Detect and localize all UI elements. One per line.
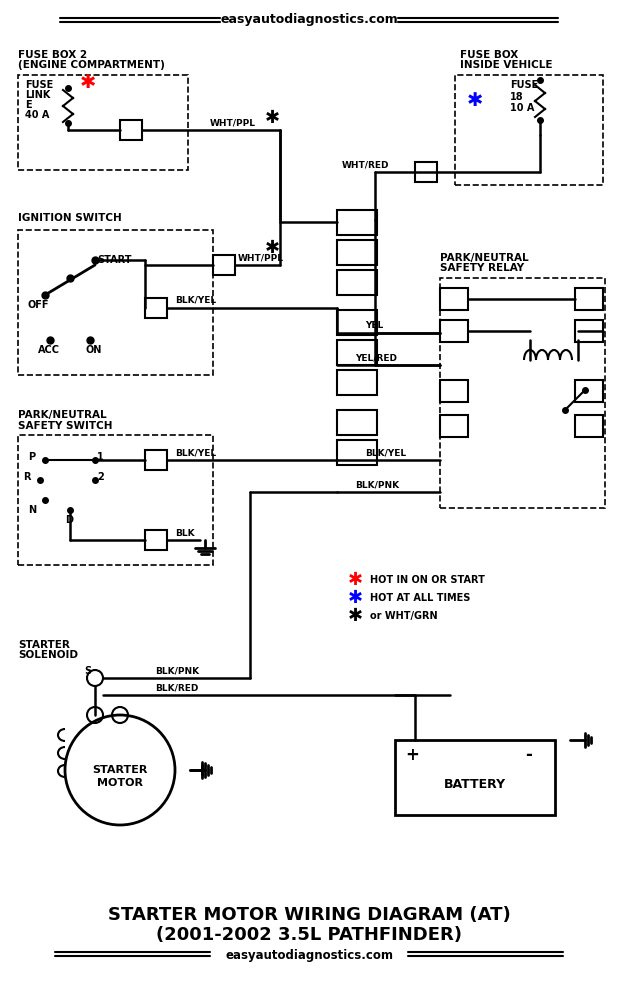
Bar	[145, 450, 167, 470]
Text: MOTOR: MOTOR	[97, 778, 143, 788]
Bar	[337, 410, 377, 435]
Text: YEL: YEL	[365, 322, 383, 330]
Bar	[337, 210, 377, 235]
Bar	[575, 380, 603, 402]
Text: IGNITION SWITCH: IGNITION SWITCH	[18, 213, 122, 223]
Text: or WHT/GRN: or WHT/GRN	[370, 611, 438, 621]
Bar	[337, 440, 377, 465]
Text: HOT IN ON OR START: HOT IN ON OR START	[370, 575, 485, 585]
Bar	[337, 370, 377, 395]
Text: (ENGINE COMPARTMENT): (ENGINE COMPARTMENT)	[18, 60, 165, 70]
Text: SOLENOID: SOLENOID	[18, 650, 78, 660]
Bar	[213, 255, 235, 275]
FancyBboxPatch shape	[18, 75, 188, 170]
Text: R: R	[23, 472, 30, 482]
Text: PARK/NEUTRAL: PARK/NEUTRAL	[440, 253, 528, 263]
Bar	[575, 320, 603, 342]
Bar	[120, 120, 142, 140]
Text: S: S	[85, 666, 91, 676]
Text: FUSE BOX 2: FUSE BOX 2	[18, 50, 87, 60]
Bar	[337, 310, 377, 335]
Text: D: D	[65, 515, 73, 525]
Text: +: +	[405, 746, 419, 764]
Text: E: E	[25, 100, 32, 110]
FancyBboxPatch shape	[440, 278, 605, 508]
Text: WHT/PPL: WHT/PPL	[210, 118, 256, 127]
Text: BLK: BLK	[175, 528, 195, 538]
Text: (2001-2002 3.5L PATHFINDER): (2001-2002 3.5L PATHFINDER)	[156, 926, 462, 944]
Text: FUSE: FUSE	[25, 80, 53, 90]
Text: SAFETY SWITCH: SAFETY SWITCH	[18, 421, 112, 431]
Text: ✱: ✱	[265, 109, 279, 127]
Text: ON: ON	[85, 345, 101, 355]
Bar	[337, 240, 377, 265]
Text: BLK/YEL: BLK/YEL	[175, 448, 216, 458]
Text: 18: 18	[510, 92, 523, 102]
FancyBboxPatch shape	[18, 230, 213, 375]
Text: BLK/PNK: BLK/PNK	[355, 481, 399, 489]
Bar	[337, 340, 377, 365]
Bar	[145, 298, 167, 318]
Text: BLK/RED: BLK/RED	[155, 684, 198, 692]
Bar	[575, 415, 603, 437]
Text: N: N	[28, 505, 36, 515]
Bar	[440, 320, 468, 342]
FancyBboxPatch shape	[18, 435, 213, 565]
Text: easyautodiagnostics.com: easyautodiagnostics.com	[225, 950, 393, 962]
Text: STARTER: STARTER	[18, 640, 70, 650]
Text: P: P	[28, 452, 35, 462]
Bar	[440, 380, 468, 402]
Text: BATTERY: BATTERY	[444, 778, 506, 792]
Text: INSIDE VEHICLE: INSIDE VEHICLE	[460, 60, 552, 70]
Text: ✱: ✱	[347, 571, 363, 589]
Text: 1: 1	[97, 452, 104, 462]
Text: ACC: ACC	[38, 345, 60, 355]
Bar	[145, 530, 167, 550]
Text: 40 A: 40 A	[25, 110, 49, 120]
Text: WHT/RED: WHT/RED	[342, 160, 389, 169]
Text: OFF: OFF	[28, 300, 49, 310]
Bar	[440, 288, 468, 310]
Text: ✱: ✱	[347, 589, 363, 607]
Bar	[415, 162, 437, 182]
FancyBboxPatch shape	[455, 75, 603, 185]
Text: -: -	[525, 746, 532, 764]
Text: STARTER: STARTER	[92, 765, 148, 775]
Text: BLK/PNK: BLK/PNK	[155, 666, 199, 676]
Text: PARK/NEUTRAL: PARK/NEUTRAL	[18, 410, 107, 420]
Text: easyautodiagnostics.com: easyautodiagnostics.com	[220, 13, 398, 26]
Text: ✱: ✱	[80, 73, 96, 92]
Text: BLK/YEL: BLK/YEL	[175, 296, 216, 304]
Bar	[337, 270, 377, 295]
Bar	[575, 288, 603, 310]
Text: SAFETY RELAY: SAFETY RELAY	[440, 263, 524, 273]
Bar	[440, 415, 468, 437]
Text: FUSE BOX: FUSE BOX	[460, 50, 519, 60]
Text: ✱: ✱	[467, 91, 483, 109]
Text: LINK: LINK	[25, 90, 51, 100]
Text: BLK/YEL: BLK/YEL	[365, 448, 406, 458]
Text: FUSE: FUSE	[510, 80, 538, 90]
Text: START: START	[97, 255, 132, 265]
Text: 10 A: 10 A	[510, 103, 535, 113]
Bar	[395, 740, 555, 815]
Text: WHT/PPL: WHT/PPL	[238, 253, 284, 262]
Text: 2: 2	[97, 472, 104, 482]
Text: ✱: ✱	[265, 239, 279, 257]
Text: STARTER MOTOR WIRING DIAGRAM (AT): STARTER MOTOR WIRING DIAGRAM (AT)	[108, 906, 510, 924]
Text: ✱: ✱	[347, 607, 363, 625]
Text: YEL/RED: YEL/RED	[355, 354, 397, 362]
Text: HOT AT ALL TIMES: HOT AT ALL TIMES	[370, 593, 470, 603]
